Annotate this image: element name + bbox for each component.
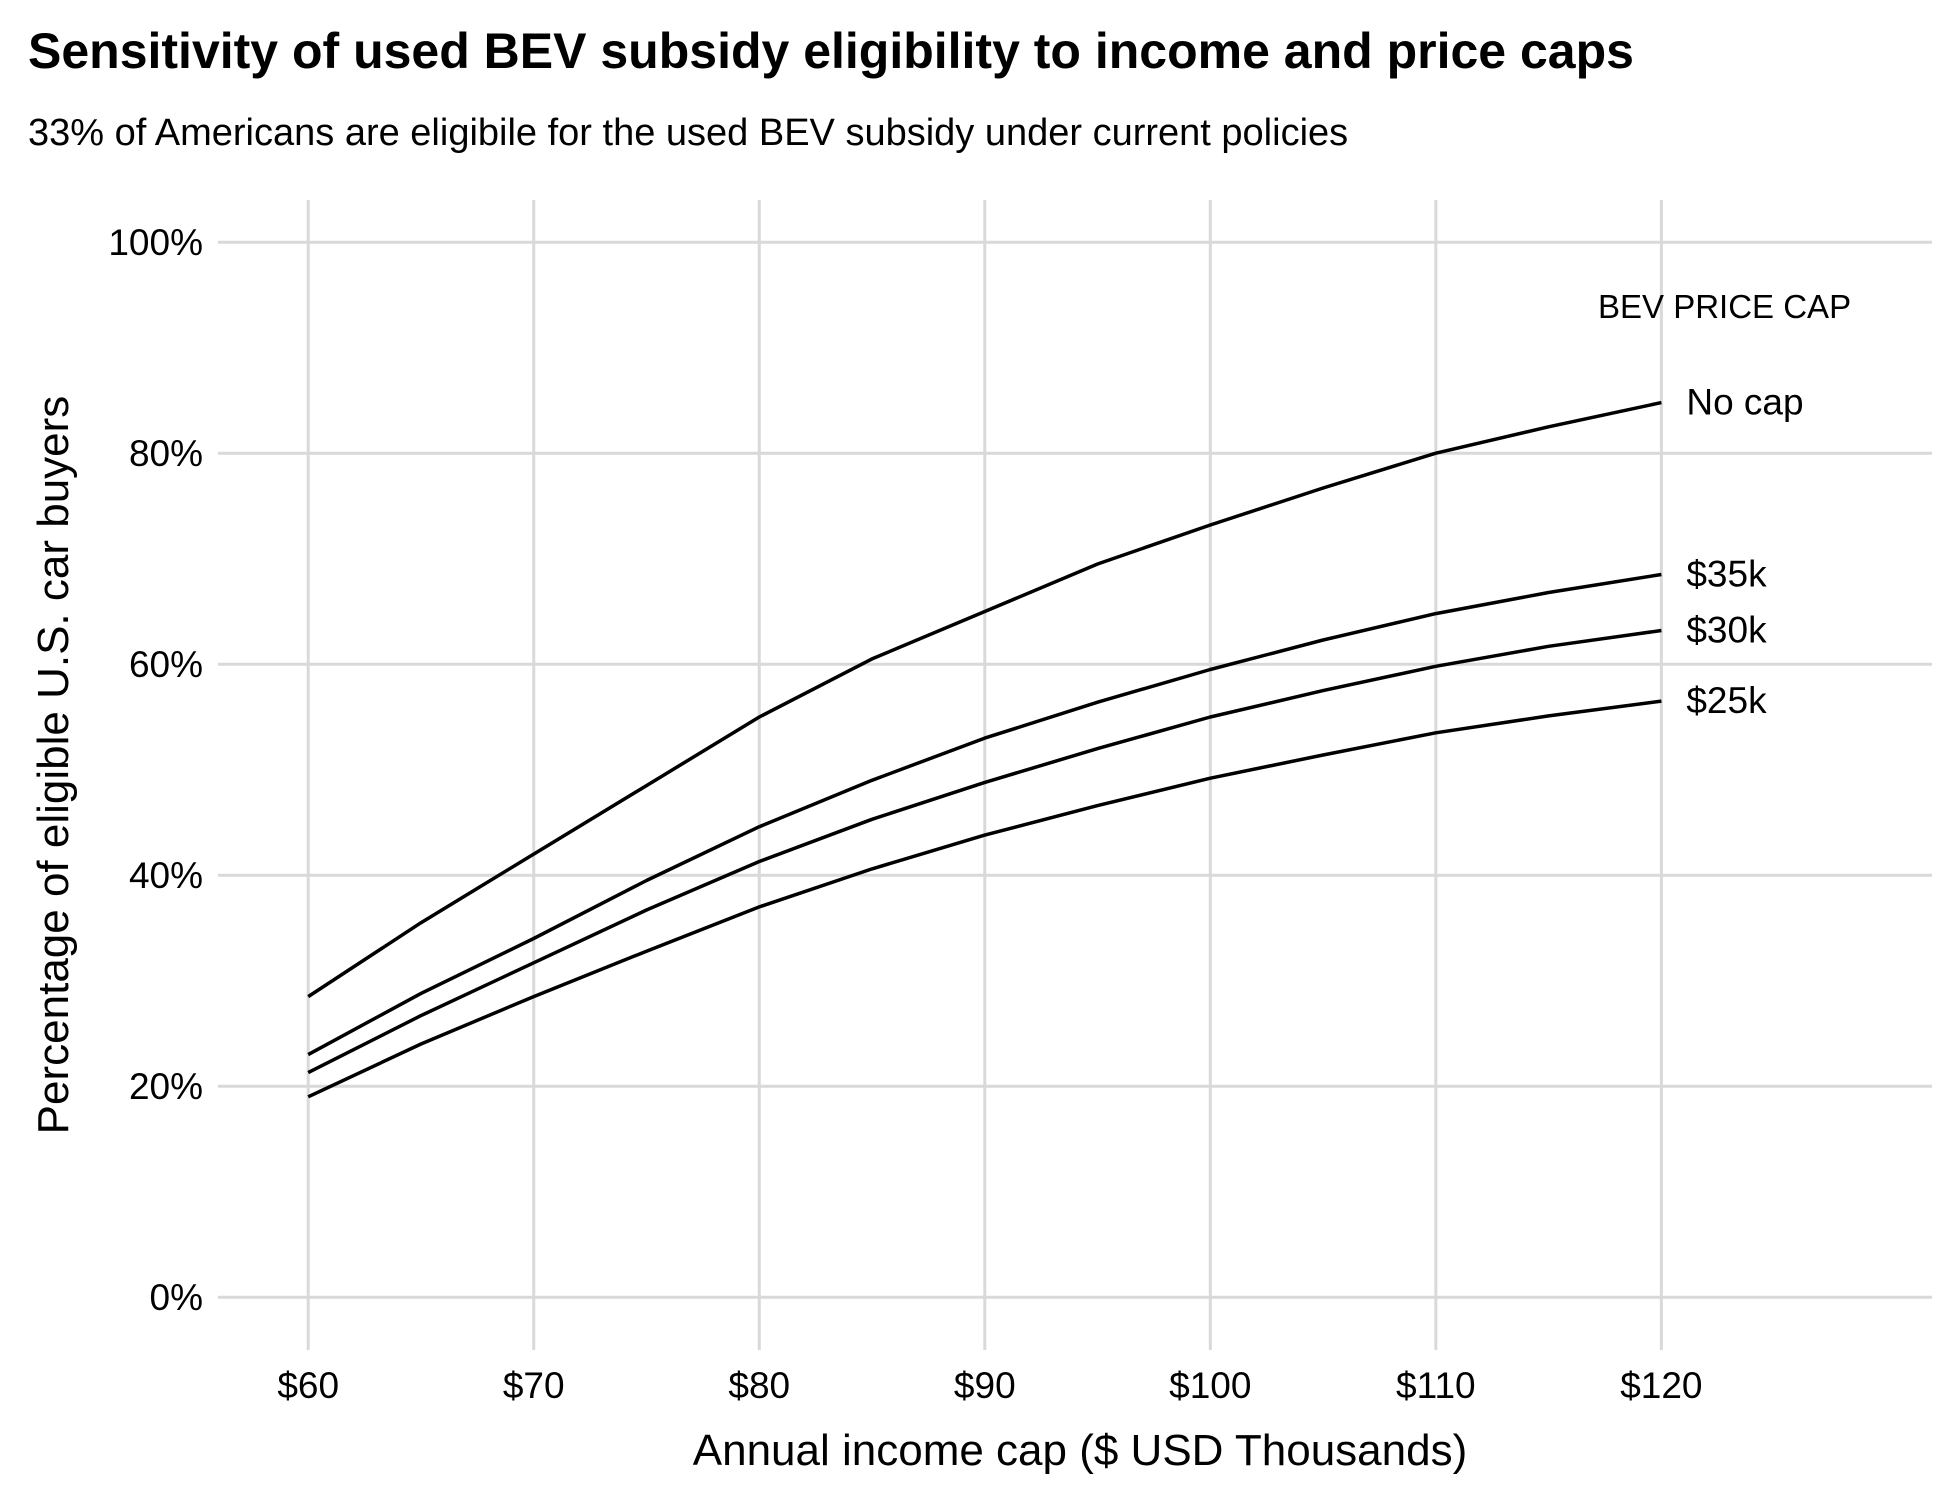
series-label: $35k [1686, 554, 1767, 595]
y-tick-label: 0% [150, 1277, 203, 1318]
grid-lines [218, 200, 1932, 1350]
series-label: $30k [1686, 609, 1767, 650]
x-axis-title: Annual income cap ($ USD Thousands) [693, 1426, 1468, 1475]
y-tick-label: 60% [129, 644, 203, 685]
series-line [307, 400, 1662, 999]
series-lines [307, 400, 1662, 1099]
y-tick-label: 100% [108, 222, 203, 263]
y-tick-label: 80% [129, 433, 203, 474]
series-line [307, 699, 1662, 1099]
y-tick-label: 20% [129, 1066, 203, 1107]
legend-title: BEV PRICE CAP [1598, 288, 1851, 325]
chart-title: Sensitivity of used BEV subsidy eligibil… [28, 23, 1634, 79]
x-tick-label: $60 [277, 1365, 339, 1406]
series-label: No cap [1686, 382, 1803, 423]
x-tick-label: $70 [503, 1365, 565, 1406]
series-line [307, 572, 1662, 1057]
tick-labels: 0% 20% 40% 60% 80% 100% $60 $70 $80 $90 $100 $110 $1… [108, 222, 1803, 1406]
x-tick-label: $120 [1620, 1365, 1702, 1406]
series-line [307, 628, 1662, 1075]
series-label: $25k [1686, 680, 1767, 721]
x-tick-label: $110 [1396, 1365, 1476, 1406]
chart-subtitle: 33% of Americans are eligibile for the u… [28, 112, 1349, 154]
x-tick-label: $80 [728, 1365, 790, 1406]
y-tick-label: 40% [129, 855, 203, 896]
y-axis-title: Percentage of eligible U.S. car buyers [29, 396, 78, 1135]
x-tick-label: $90 [954, 1365, 1016, 1406]
x-tick-label: $100 [1169, 1365, 1251, 1406]
